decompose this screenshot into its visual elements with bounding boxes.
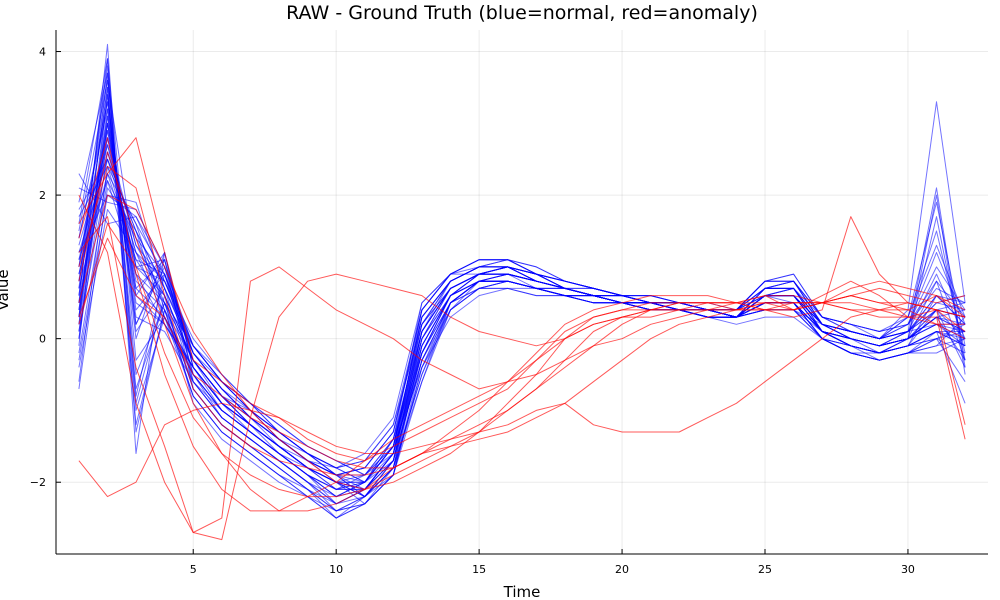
series-layer [78, 43, 966, 541]
y-tick-label: 2 [39, 189, 46, 202]
series-line-normal-37 [78, 151, 966, 498]
x-tick-label: 20 [615, 563, 629, 576]
series-line-anomaly-50 [78, 194, 966, 490]
series-line-normal-14 [78, 151, 966, 483]
x-tick-label: 10 [329, 563, 343, 576]
series-line-anomaly-46 [78, 151, 966, 512]
x-tick-label: 25 [758, 563, 772, 576]
series-line-normal-22 [78, 122, 966, 490]
x-axis-label: Time [503, 583, 541, 600]
x-tick-label: 15 [472, 563, 486, 576]
series-line-normal-36 [78, 137, 966, 483]
series-line-normal-5 [78, 180, 966, 476]
x-tick-label: 30 [901, 563, 915, 576]
x-tick-label: 5 [190, 563, 197, 576]
series-line-anomaly-51 [78, 165, 966, 476]
series-line-anomaly-48 [78, 237, 966, 469]
series-line-normal-42 [78, 122, 966, 490]
series-line-normal-23 [78, 187, 966, 483]
chart-title: RAW - Ground Truth (blue=normal, red=ano… [286, 2, 758, 24]
series-line-normal-33 [78, 94, 966, 505]
series-line-normal-30 [78, 144, 966, 476]
y-tick-label: −2 [30, 476, 46, 489]
series-line-normal-19 [78, 173, 966, 476]
series-line-normal-26 [78, 101, 966, 498]
x-axis-ticks: 5 10 15 20 25 30 [190, 549, 915, 576]
series-line-normal-15 [78, 94, 966, 505]
y-axis-ticks: −2 0 2 4 [30, 46, 61, 489]
grid [56, 30, 988, 554]
y-axis-label: Value [0, 269, 12, 310]
series-line-normal-6 [78, 101, 966, 519]
series-line-normal-18 [78, 72, 966, 519]
series-line-normal-9 [78, 86, 966, 512]
series-line-normal-41 [78, 158, 966, 476]
series-line-normal-21 [78, 144, 966, 498]
y-tick-label: 0 [39, 333, 46, 346]
series-line-normal-3 [78, 158, 966, 512]
series-line-normal-29 [78, 86, 966, 512]
axes [55, 30, 988, 555]
series-line-normal-25 [78, 158, 966, 490]
series-line-anomaly-44 [78, 137, 966, 462]
series-line-anomaly-53 [78, 137, 966, 512]
y-tick-label: 4 [39, 46, 46, 59]
series-line-anomaly-52 [78, 223, 966, 498]
